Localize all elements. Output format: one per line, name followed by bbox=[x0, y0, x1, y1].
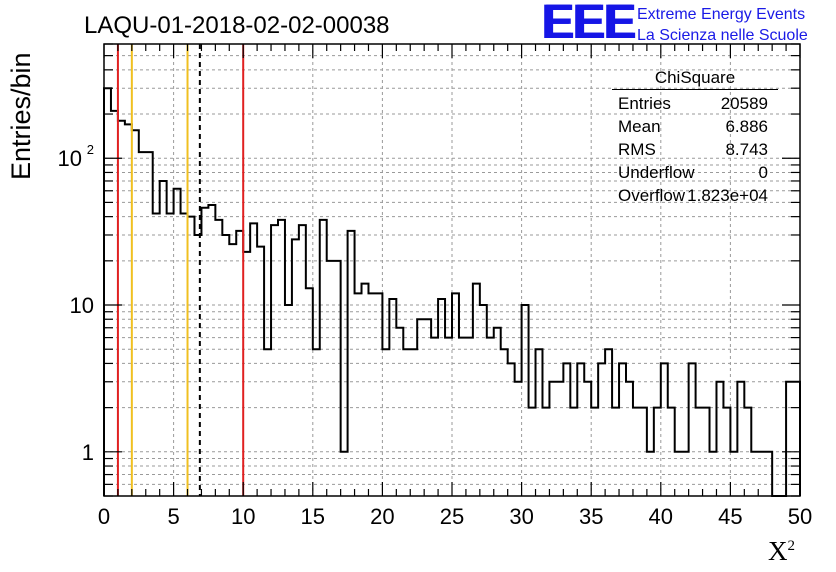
logo-line-2: La Scienza nelle Scuole bbox=[637, 27, 808, 44]
stats-label: Entries bbox=[618, 94, 671, 113]
y-tick-label: 10 bbox=[58, 146, 82, 171]
stats-row-entries: Entries 20589 bbox=[618, 94, 768, 116]
stats-row-mean: Mean 6.886 bbox=[618, 117, 768, 139]
stats-value: 20589 bbox=[720, 94, 768, 113]
x-tick-label: 5 bbox=[167, 504, 179, 529]
stats-value: 0 bbox=[758, 163, 768, 182]
y-axis-label: Entries/bin bbox=[6, 52, 36, 180]
logo-mark: EEE bbox=[541, 0, 635, 49]
histogram-series bbox=[103, 87, 801, 497]
stats-value: 1.823e+04 bbox=[687, 186, 768, 205]
y-tick-label: 1 bbox=[82, 440, 94, 465]
y-tick-label: 10 bbox=[70, 293, 94, 318]
stats-title: ChiSquare bbox=[654, 68, 736, 87]
eee-logo: EEE Extreme Energy Events La Scienza nel… bbox=[541, 0, 836, 49]
chart-title: LAQU-01-2018-02-02-00038 bbox=[84, 12, 390, 39]
x-tick-label: 50 bbox=[788, 504, 812, 529]
stats-label: RMS bbox=[618, 140, 656, 159]
logo-line-1: Extreme Energy Events bbox=[637, 6, 806, 23]
y-tick-label-sup: 2 bbox=[87, 142, 94, 157]
x-tick-label: 10 bbox=[231, 504, 255, 529]
stats-label: Underflow bbox=[618, 163, 695, 182]
x-tick-label: 35 bbox=[579, 504, 603, 529]
x-tick-label: 45 bbox=[718, 504, 742, 529]
stats-label: Overflow bbox=[618, 186, 686, 205]
stats-label: Mean bbox=[618, 117, 661, 136]
x-tick-label: 40 bbox=[649, 504, 673, 529]
stats-row-rms: RMS 8.743 bbox=[618, 140, 768, 162]
stats-box: ChiSquare Entries 20589 Mean 6.886 RMS 8… bbox=[610, 64, 780, 214]
x-tick-label: 20 bbox=[370, 504, 394, 529]
stats-divider bbox=[612, 89, 778, 90]
stats-value: 6.886 bbox=[725, 117, 768, 136]
x-tick-label: 0 bbox=[98, 504, 110, 529]
x-axis-label: X2 bbox=[768, 536, 795, 567]
x-tick-label: 15 bbox=[301, 504, 325, 529]
stats-row-overflow: Overflow 1.823e+04 bbox=[618, 186, 768, 208]
x-tick-label: 25 bbox=[440, 504, 464, 529]
x-axis-label-sup: 2 bbox=[787, 538, 796, 554]
stats-row-underflow: Underflow 0 bbox=[618, 163, 768, 185]
x-tick-label: 30 bbox=[509, 504, 533, 529]
x-axis-label-base: X bbox=[768, 536, 788, 566]
stats-value: 8.743 bbox=[725, 140, 768, 159]
